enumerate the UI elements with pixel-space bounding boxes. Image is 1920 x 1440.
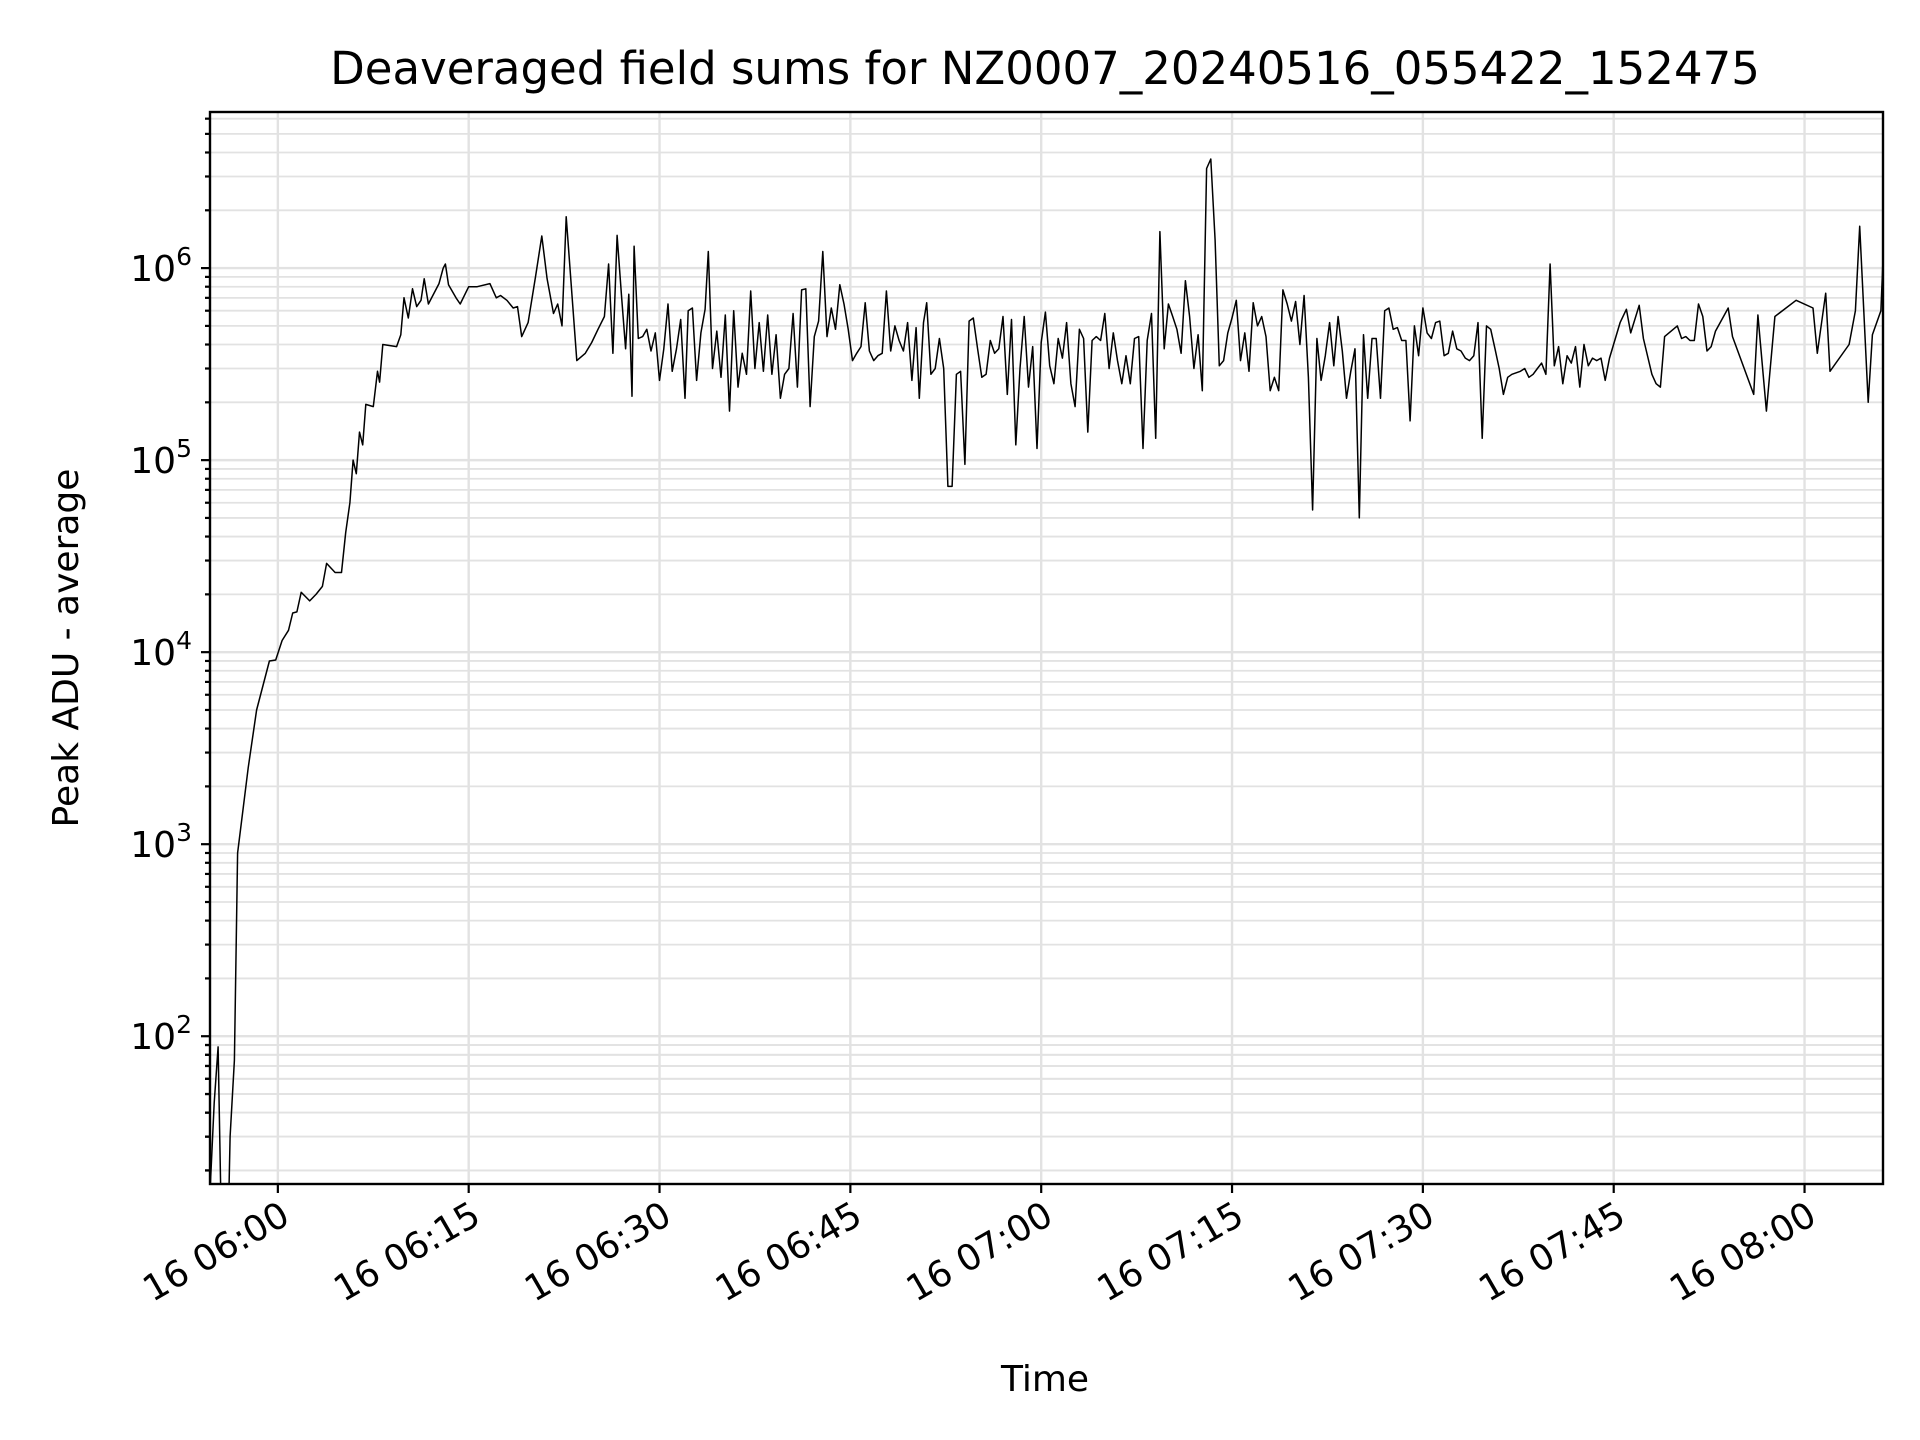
x-axis-label: Time xyxy=(1000,1359,1089,1400)
plot-area xyxy=(210,158,1883,1184)
plot-frame xyxy=(208,110,1885,1186)
y-tick-label: 106 xyxy=(130,242,192,290)
y-axis-label: Peak ADU - average xyxy=(46,469,87,828)
series-line-0 xyxy=(210,158,1883,1184)
chart-title: Deaveraged field sums for NZ0007_2024051… xyxy=(330,42,1760,95)
grid xyxy=(210,112,1883,1184)
